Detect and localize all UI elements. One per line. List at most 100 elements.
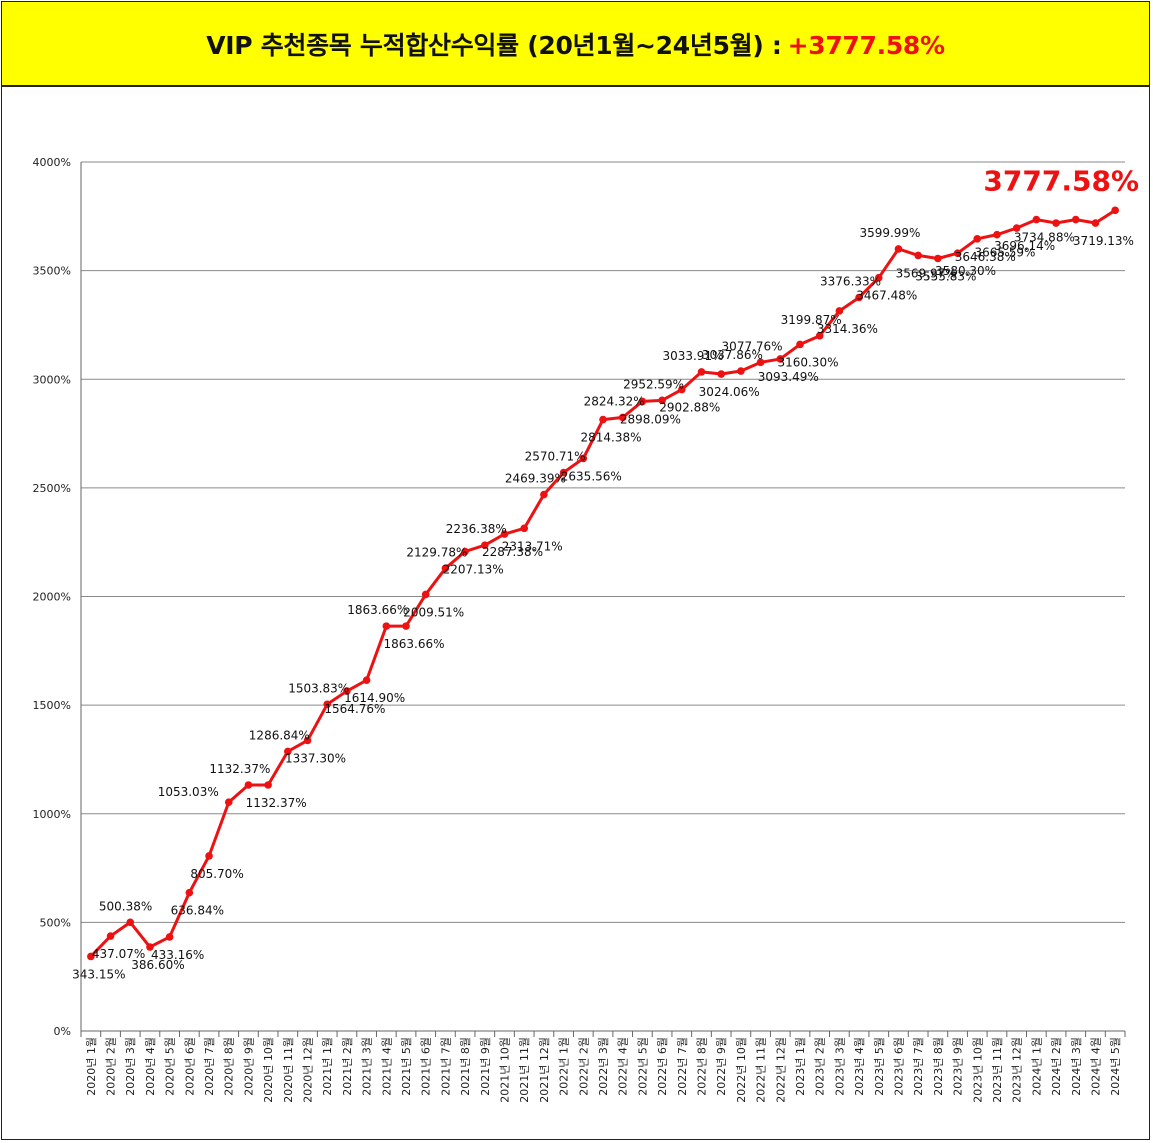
x-tick-label: 2021년 10월 [499, 1037, 512, 1103]
x-tick-label: 2021년 6월 [420, 1037, 433, 1096]
y-tick-label: 4000% [33, 156, 71, 169]
x-tick-label: 2021년 7월 [439, 1037, 452, 1096]
x-tick-label: 2021년 1월 [321, 1037, 334, 1096]
data-point [362, 676, 371, 684]
x-tick-label: 2020년 4월 [144, 1037, 157, 1096]
x-tick-label: 2022년 7월 [676, 1037, 689, 1096]
data-point [599, 415, 607, 424]
y-tick-label: 1500% [33, 699, 71, 712]
data-label: 3077.76% [722, 339, 783, 353]
data-point [993, 230, 1001, 239]
x-tick-label: 2022년 1월 [558, 1037, 571, 1096]
x-tick-label: 2023년 3월 [833, 1037, 846, 1096]
data-label: 2287.38% [482, 545, 543, 559]
x-tick-label: 2020년 8월 [223, 1037, 236, 1096]
x-tick-label: 2022년 9월 [715, 1037, 728, 1096]
data-label: 2236.38% [446, 522, 507, 536]
x-tick-label: 2022년 2월 [577, 1037, 590, 1096]
data-point [421, 590, 430, 599]
data-label: 3646.38% [955, 250, 1016, 264]
x-tick-label: 2022년 6월 [656, 1037, 669, 1096]
data-point [559, 468, 568, 477]
series-line [89, 209, 1116, 958]
data-point [618, 413, 627, 422]
data-point [855, 293, 863, 302]
x-tick-label: 2022년 8월 [695, 1037, 708, 1096]
y-tick-label: 1000% [33, 808, 71, 821]
data-point [737, 367, 745, 375]
data-point [264, 781, 272, 789]
data-label: 1337.30% [285, 751, 346, 765]
data-label: 2635.56% [561, 469, 622, 483]
data-label: 2814.38% [580, 431, 641, 445]
data-point [224, 798, 233, 807]
x-tick-label: 2023년 8월 [932, 1037, 945, 1096]
x-tick-label: 2024년 4월 [1089, 1037, 1102, 1096]
final-value-label: 3777.58% [983, 164, 1139, 197]
x-tick-label: 2020년 3월 [124, 1037, 137, 1096]
x-tick-label: 2020년 11월 [282, 1037, 295, 1103]
x-tick-label: 2021년 2월 [341, 1037, 354, 1096]
data-point [914, 251, 922, 260]
data-label: 2313.71% [502, 539, 563, 553]
data-label: 1132.37% [209, 762, 270, 776]
data-point [835, 307, 844, 315]
x-tick-label: 2021년 4월 [380, 1037, 393, 1096]
data-point [520, 524, 529, 533]
data-point [776, 355, 785, 363]
x-tick-label: 2020년 2월 [105, 1037, 118, 1096]
data-point [815, 332, 824, 340]
x-tick-label: 2021년 5월 [400, 1037, 413, 1096]
data-label: 636.84% [171, 904, 224, 918]
x-tick-label: 2022년 3월 [597, 1037, 610, 1096]
data-point [934, 254, 942, 263]
data-point [1012, 224, 1021, 232]
data-label: 3037.86% [702, 348, 763, 362]
data-label: 3719.13% [1073, 234, 1134, 248]
data-label: 1132.37% [246, 796, 307, 810]
data-label: 1286.84% [249, 728, 310, 742]
chart-title-main: VIP 추천종목 누적합산수익률 (20년1월~24년5월) : [206, 30, 782, 60]
x-tick-label: 2021년 9월 [479, 1037, 492, 1096]
data-point [284, 747, 292, 756]
data-label: 2952.59% [623, 377, 684, 391]
data-point [1071, 215, 1080, 224]
x-tick-label: 2024년 1월 [1030, 1037, 1043, 1096]
x-tick-label: 2023년 6월 [892, 1037, 905, 1096]
x-tick-label: 2022년 10월 [735, 1037, 748, 1103]
data-point [323, 700, 332, 709]
data-label: 2898.09% [620, 412, 681, 426]
data-point [658, 396, 666, 405]
y-tick-label: 3000% [33, 373, 71, 386]
data-label: 1503.83% [288, 681, 349, 695]
x-tick-label: 2020년 1월 [85, 1037, 98, 1096]
data-point [540, 490, 548, 499]
data-label: 1614.90% [344, 691, 405, 705]
data-label: 3199.87% [781, 313, 842, 327]
data-label: 3093.49% [758, 370, 819, 384]
x-tick-label: 2021년 11월 [518, 1037, 531, 1103]
x-tick-label: 2022년 12월 [774, 1037, 787, 1103]
title-banner: VIP 추천종목 누적합산수익률 (20년1월~24년5월) : +3777.58… [1, 1, 1150, 87]
x-tick-label: 2024년 5월 [1109, 1037, 1122, 1096]
data-label: 433.16% [151, 948, 204, 962]
data-label: 1564.76% [324, 702, 385, 716]
data-point [106, 932, 115, 940]
data-point [402, 622, 410, 630]
data-label: 2469.39% [505, 472, 566, 486]
data-point [87, 952, 95, 961]
x-tick-label: 2021년 8월 [459, 1037, 472, 1096]
data-label: 2902.88% [659, 401, 720, 415]
data-label: 1863.66% [384, 637, 445, 651]
data-point [1091, 219, 1100, 227]
data-point [953, 249, 962, 257]
data-point [638, 397, 647, 406]
x-tick-label: 2020년 6월 [183, 1037, 196, 1096]
data-label: 3555.83% [915, 269, 976, 283]
data-point [343, 687, 351, 695]
data-label: 3467.48% [856, 289, 917, 303]
data-label: 343.15% [72, 967, 125, 981]
data-point [441, 564, 450, 573]
data-point [874, 273, 883, 282]
data-label: 2570.71% [525, 450, 586, 464]
